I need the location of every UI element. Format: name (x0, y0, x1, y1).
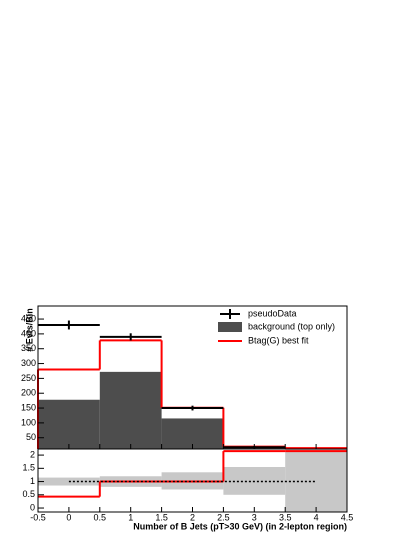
y-tick-label: 0.5 (22, 489, 35, 499)
x-tick-label: 2 (190, 512, 195, 522)
x-tick-label: 0.5 (94, 512, 107, 522)
legend-symbol (218, 322, 242, 332)
y-tick-label: 1 (30, 476, 35, 486)
x-tick-label: 3 (252, 512, 257, 522)
y-tick-label: 100 (21, 417, 36, 427)
legend-label: pseudoData (248, 308, 297, 318)
y-tick-label: 400 (21, 328, 36, 338)
x-tick-label: 2.5 (217, 512, 230, 522)
background-bar (99, 371, 162, 449)
x-tick-label: 1 (128, 512, 133, 522)
y-tick-label: 200 (21, 388, 36, 398)
frame (37, 448, 348, 513)
y-tick-label: 50 (26, 432, 36, 442)
x-axis-title: Number of B Jets (pT>30 GeV) (in 2-lepto… (133, 521, 347, 531)
background-bar (38, 399, 100, 449)
y-tick-label: 150 (21, 402, 36, 412)
y-tick-label: 0 (30, 502, 35, 512)
y-tick-label: 2 (30, 449, 35, 459)
x-tick-label: 4.5 (341, 512, 354, 522)
y-tick-label: 250 (21, 373, 36, 383)
y-tick-label: 350 (21, 343, 36, 353)
y-tick-label: 1.5 (22, 463, 35, 473)
data-point (99, 333, 162, 341)
x-tick-label: 1.5 (155, 512, 168, 522)
legend-label: Btag(G) best fit (248, 335, 309, 345)
background-bar (161, 418, 224, 449)
x-tick-label: -0.5 (30, 512, 46, 522)
x-tick-label: 4 (314, 512, 319, 522)
x-tick-label: 0 (66, 512, 71, 522)
y-tick-label: 300 (21, 358, 36, 368)
y-axis-title: # Evts/Bin (24, 308, 34, 352)
data-point (38, 320, 100, 330)
uncertainty-band (285, 449, 347, 512)
x-tick-label: 3.5 (279, 512, 292, 522)
data-point (161, 405, 224, 411)
legend-label: background (top only) (248, 321, 335, 331)
y-tick-label: 450 (21, 313, 36, 323)
